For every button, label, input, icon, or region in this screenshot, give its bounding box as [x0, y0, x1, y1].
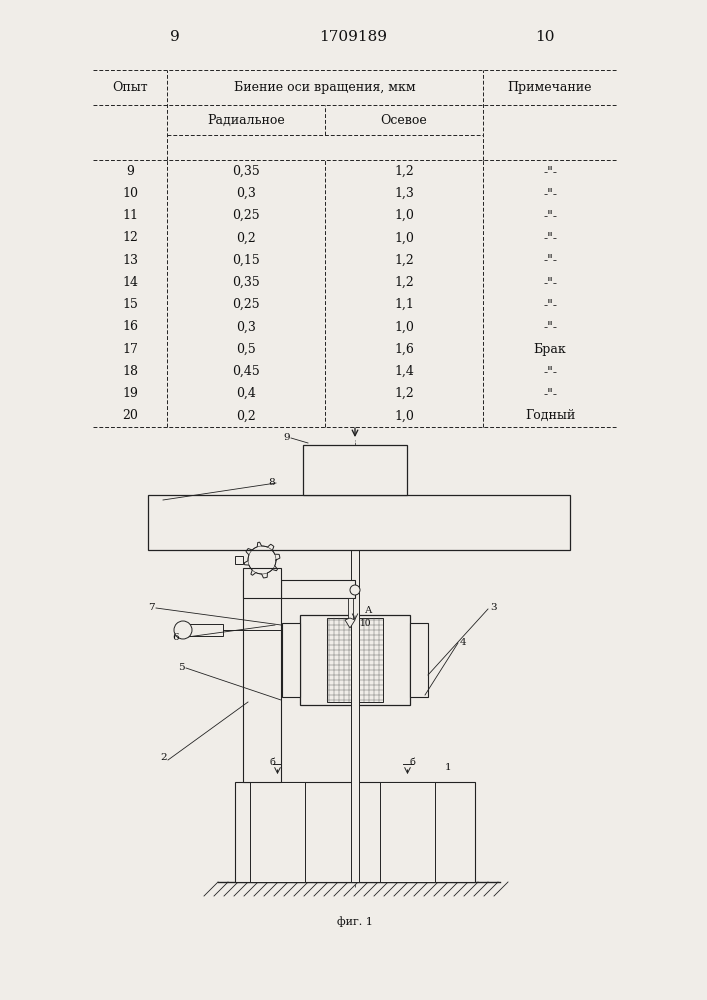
Bar: [281, 580, 355, 598]
Bar: [327, 618, 383, 702]
Bar: [300, 615, 410, 705]
Text: 18: 18: [122, 365, 138, 378]
Text: 1,2: 1,2: [394, 165, 414, 178]
Text: 1,2: 1,2: [394, 254, 414, 267]
Text: 0,25: 0,25: [232, 298, 259, 311]
Text: -"-: -"-: [543, 231, 557, 244]
Circle shape: [350, 585, 360, 595]
Text: 0,2: 0,2: [236, 409, 256, 422]
Text: 1,6: 1,6: [394, 343, 414, 356]
Polygon shape: [345, 618, 355, 628]
Text: 1,0: 1,0: [394, 209, 414, 222]
Text: 0,3: 0,3: [236, 320, 256, 333]
Text: Опыт: Опыт: [112, 81, 148, 94]
Text: 14: 14: [122, 276, 138, 289]
Text: б: б: [269, 758, 275, 767]
Text: фиг. 1: фиг. 1: [337, 917, 373, 927]
Text: 0,25: 0,25: [232, 209, 259, 222]
Text: 0,35: 0,35: [232, 165, 260, 178]
Text: Осевое: Осевое: [380, 113, 427, 126]
Text: 0,5: 0,5: [236, 343, 256, 356]
Text: 0,45: 0,45: [232, 365, 260, 378]
Text: -"-: -"-: [543, 298, 557, 311]
Text: 5: 5: [178, 663, 185, 672]
Bar: [178, 624, 223, 636]
Text: 16: 16: [122, 320, 138, 333]
Text: Годный: Годный: [525, 409, 575, 422]
Text: Радиальное: Радиальное: [207, 113, 285, 126]
Text: 1,0: 1,0: [394, 231, 414, 244]
Text: 2: 2: [160, 753, 167, 762]
Bar: [348, 598, 353, 620]
Bar: [303, 445, 407, 495]
Text: 7: 7: [148, 603, 155, 612]
Text: Биение оси вращения, мкм: Биение оси вращения, мкм: [234, 81, 416, 94]
Circle shape: [174, 621, 192, 639]
Bar: [282, 623, 300, 697]
Text: 11: 11: [122, 209, 138, 222]
Text: 0,2: 0,2: [236, 231, 256, 244]
Text: 9: 9: [170, 30, 180, 44]
Text: 0,4: 0,4: [236, 387, 256, 400]
Bar: [410, 623, 428, 697]
Bar: [235, 556, 243, 564]
Text: 1,0: 1,0: [394, 320, 414, 333]
Text: -"-: -"-: [543, 209, 557, 222]
Text: 1,2: 1,2: [394, 276, 414, 289]
Text: 6: 6: [172, 633, 179, 642]
Text: 3: 3: [490, 603, 496, 612]
Text: 10: 10: [535, 30, 555, 44]
Text: 10: 10: [122, 187, 138, 200]
Text: 15: 15: [122, 298, 138, 311]
Text: -"-: -"-: [543, 320, 557, 333]
Text: 1,4: 1,4: [394, 365, 414, 378]
Text: -"-: -"-: [543, 187, 557, 200]
Text: 19: 19: [122, 387, 138, 400]
Text: 1,3: 1,3: [394, 187, 414, 200]
Text: 20: 20: [122, 409, 138, 422]
Bar: [351, 455, 359, 882]
Text: 8: 8: [268, 478, 274, 487]
Text: 0,35: 0,35: [232, 276, 260, 289]
Text: -"-: -"-: [543, 365, 557, 378]
Text: 0,15: 0,15: [232, 254, 260, 267]
Text: -"-: -"-: [543, 387, 557, 400]
Bar: [243, 580, 281, 782]
Bar: [243, 568, 281, 598]
Text: А: А: [365, 606, 373, 615]
Text: 12: 12: [122, 231, 138, 244]
Bar: [235, 782, 475, 882]
Bar: [380, 782, 435, 882]
Text: 1,0: 1,0: [394, 409, 414, 422]
Text: 17: 17: [122, 343, 138, 356]
Text: 10: 10: [360, 619, 371, 628]
Bar: [148, 495, 570, 550]
Text: -"-: -"-: [543, 276, 557, 289]
Text: 4: 4: [460, 638, 467, 647]
Text: 1709189: 1709189: [319, 30, 387, 44]
Text: 9: 9: [283, 433, 290, 442]
Text: 13: 13: [122, 254, 138, 267]
Text: 1: 1: [445, 763, 452, 772]
Text: 9: 9: [126, 165, 134, 178]
Bar: [250, 782, 305, 882]
Text: б: б: [409, 758, 416, 767]
Text: -"-: -"-: [543, 165, 557, 178]
Text: 1,1: 1,1: [394, 298, 414, 311]
Text: Брак: Брак: [534, 343, 566, 356]
Text: Примечание: Примечание: [508, 81, 592, 94]
Text: 0,3: 0,3: [236, 187, 256, 200]
Text: -"-: -"-: [543, 254, 557, 267]
Text: 1,2: 1,2: [394, 387, 414, 400]
